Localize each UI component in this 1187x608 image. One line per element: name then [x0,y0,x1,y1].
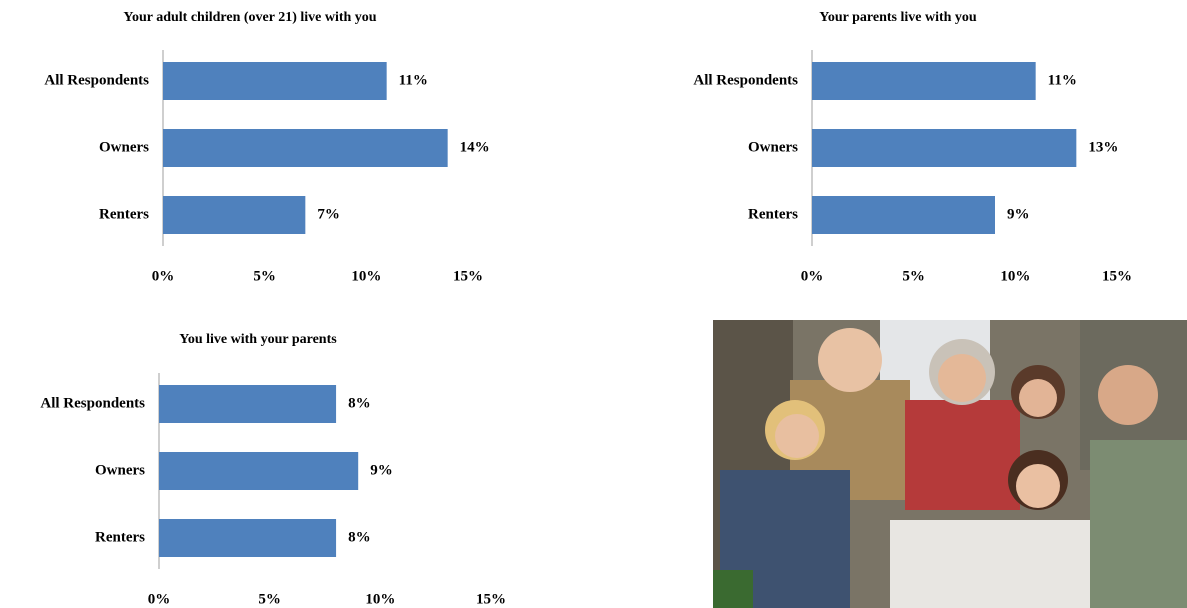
category-label: Owners [748,139,798,155]
bar [163,196,306,234]
value-label: 7% [317,206,340,222]
chart-title: Your adult children (over 21) live with … [123,10,376,25]
x-tick-label: 5% [253,268,276,284]
value-label: 9% [1007,206,1030,222]
x-tick-label: 10% [365,591,395,607]
bar [159,452,359,490]
value-label: 14% [460,139,490,155]
category-label: Renters [95,529,145,545]
value-label: 11% [399,72,428,88]
category-label: All Respondents [44,72,149,88]
category-label: Owners [99,139,149,155]
category-label: Renters [748,206,798,222]
x-tick-label: 15% [453,268,483,284]
family-photo [713,320,1187,608]
category-label: All Respondents [693,72,798,88]
bar [159,519,337,557]
bar [159,385,337,423]
value-label: 13% [1088,139,1118,155]
x-tick-label: 5% [902,268,925,284]
value-label: 9% [370,462,393,478]
value-label: 8% [348,395,371,411]
x-tick-label: 15% [1102,268,1132,284]
x-tick-label: 0% [148,591,171,607]
bar [163,129,448,167]
bar [163,62,387,100]
x-tick-label: 0% [152,268,175,284]
bar [812,62,1036,100]
x-tick-label: 15% [476,591,506,607]
category-label: Owners [95,462,145,478]
value-label: 8% [348,529,371,545]
x-tick-label: 0% [801,268,824,284]
bar [812,196,995,234]
x-tick-label: 10% [1000,268,1030,284]
chart-title: Your parents live with you [819,10,977,25]
category-label: Renters [99,206,149,222]
bar [812,129,1077,167]
category-label: All Respondents [40,395,145,411]
chart-title: You live with your parents [179,332,337,347]
x-tick-label: 5% [258,591,281,607]
x-tick-label: 10% [351,268,381,284]
value-label: 11% [1048,72,1077,88]
